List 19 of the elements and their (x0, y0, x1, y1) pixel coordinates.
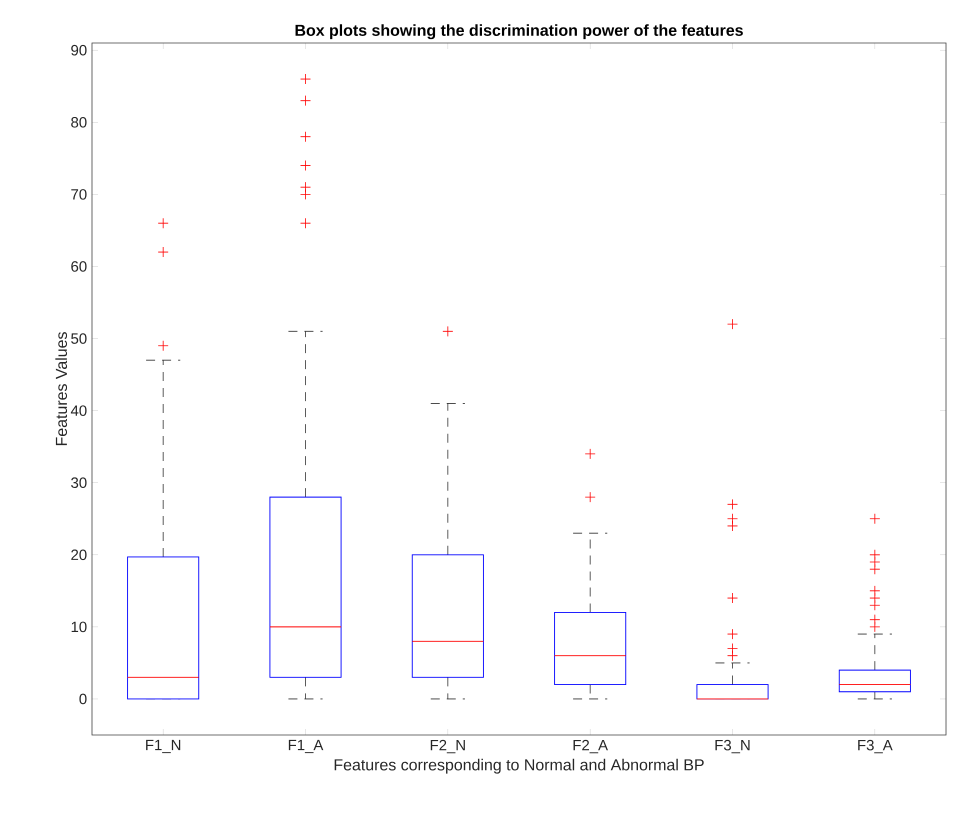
x-tick-label: F3_N (715, 740, 750, 754)
y-tick-label: 20 (71, 550, 87, 560)
y-tick-label: 10 (72, 622, 87, 632)
y-tick-label: 60 (71, 261, 87, 272)
x-tick-label: F1_N (146, 740, 180, 754)
y-tick-label: 0 (79, 694, 87, 704)
x-axis-title: Features corresponding to Normal and Abnormal BP (334, 758, 704, 774)
x-tick-label: F1_A (288, 740, 324, 754)
y-axis-title: Features Values (55, 332, 68, 446)
y-tick-label: 80 (71, 117, 87, 128)
y-tick-label: 40 (70, 405, 87, 416)
chart-title: Box plots showing the discrimination power of the features (296, 24, 743, 40)
y-tick-label: 30 (71, 477, 87, 488)
y-tick-label: 50 (71, 333, 87, 344)
x-tick-label: F3_A (858, 740, 893, 754)
x-tick-label: F2_A (574, 740, 608, 754)
y-tick-label: 90 (71, 44, 87, 56)
y-tick-label: 70 (71, 189, 87, 200)
x-tick-label: F2_N (430, 740, 465, 754)
